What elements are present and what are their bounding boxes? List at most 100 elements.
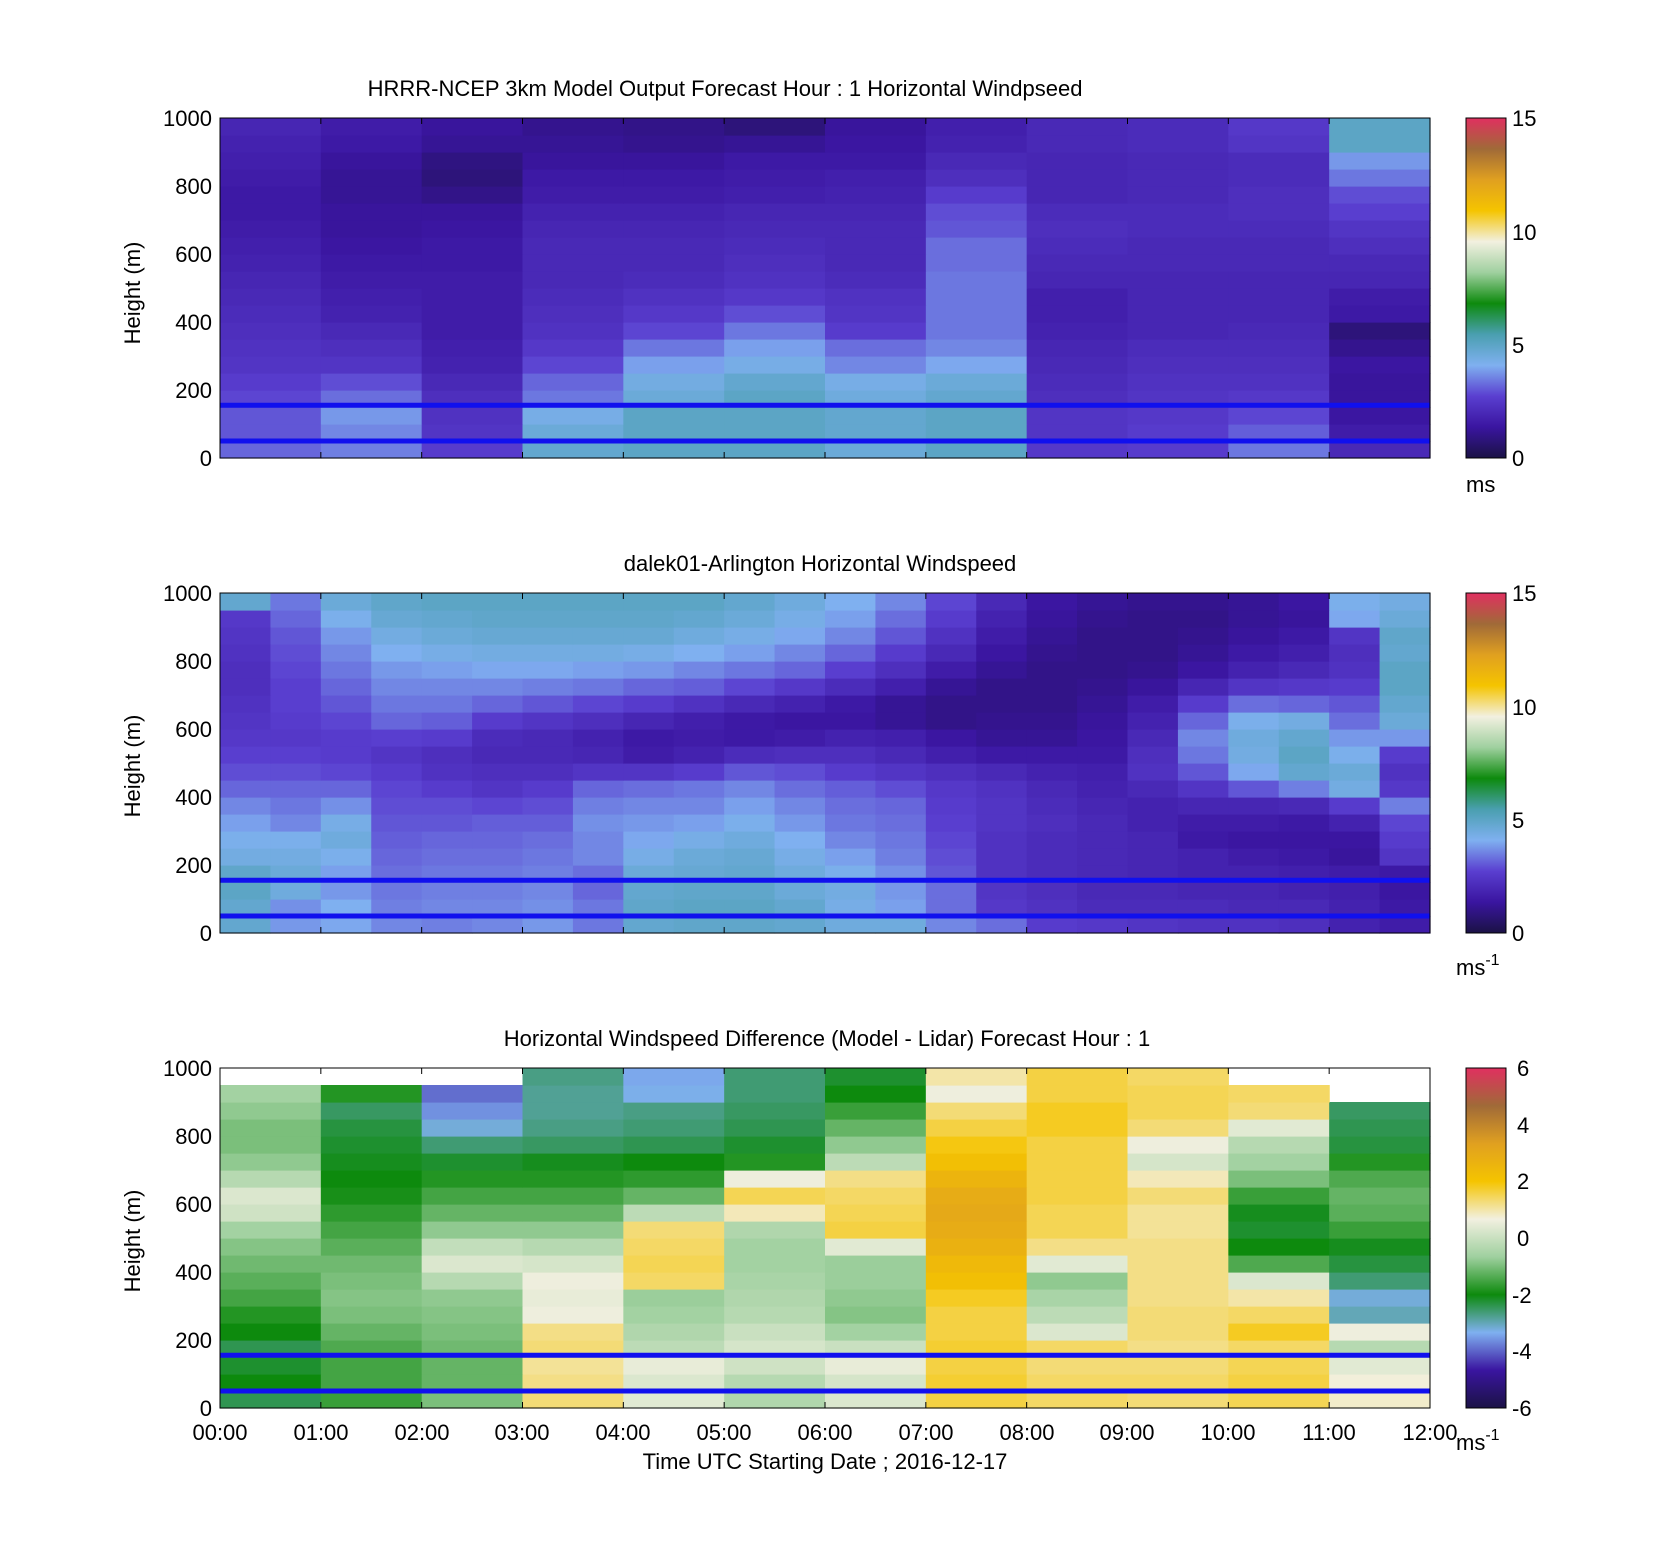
heatmap-cell — [421, 1374, 524, 1392]
heatmap-cell — [1228, 1357, 1330, 1375]
heatmap-cell — [1329, 186, 1431, 204]
y-tick-label: 400 — [175, 1260, 212, 1285]
heatmap-cell — [925, 882, 977, 900]
heatmap-cell — [1077, 916, 1129, 934]
heatmap-cell — [976, 661, 1028, 679]
heatmap-cell — [825, 1102, 927, 1120]
heatmap-cell — [1379, 814, 1431, 832]
x-tick-marks — [219, 593, 1431, 933]
heatmap-cell — [1329, 610, 1381, 628]
y-tick-label: 800 — [175, 649, 212, 674]
heatmap-cell — [976, 712, 1028, 730]
heatmap-cell — [220, 305, 322, 323]
heatmap-cell — [825, 356, 927, 374]
heatmap-cell — [925, 916, 977, 934]
heatmap-cell — [925, 848, 977, 866]
heatmap-cell — [1127, 814, 1179, 832]
heatmap-cell — [724, 305, 826, 323]
heatmap-cell — [623, 1255, 725, 1273]
x-tick-label: 01:00 — [293, 1420, 348, 1445]
heatmap-cell — [1127, 848, 1179, 866]
heatmap-cell — [522, 1272, 624, 1290]
heatmap-cell — [371, 916, 423, 934]
heatmap-cell — [220, 610, 272, 628]
heatmap-cell — [220, 1255, 322, 1273]
heatmap-cell — [875, 797, 927, 815]
colorbar-tick-label: 6 — [1517, 1056, 1529, 1081]
heatmap-cell — [522, 1102, 624, 1120]
heatmap-cell — [522, 237, 624, 255]
heatmap-cell — [724, 441, 826, 459]
heatmap-cell — [371, 610, 423, 628]
heatmap-cell — [1329, 848, 1381, 866]
heatmap-cell — [825, 322, 927, 340]
heatmap-cell — [320, 593, 372, 611]
heatmap-cell — [1127, 305, 1229, 323]
heatmap-cell — [472, 916, 524, 934]
heatmap-cell — [1329, 627, 1381, 645]
heatmap-cell — [1026, 1119, 1129, 1137]
y-axis-label: Height (m) — [120, 242, 145, 345]
heatmap-cell — [623, 729, 675, 747]
x-tick-label: 03:00 — [494, 1420, 549, 1445]
heatmap-cell — [825, 1153, 927, 1171]
heatmap-cell — [1026, 1153, 1129, 1171]
heatmap-cell — [1127, 1204, 1229, 1222]
heatmap-cell — [320, 1153, 423, 1171]
heatmap-cell — [320, 407, 423, 425]
heatmap-cell — [220, 1119, 322, 1137]
heatmap-cell — [623, 1102, 725, 1120]
heatmap-cell — [1127, 899, 1179, 917]
heatmap-cell — [1228, 1238, 1330, 1256]
heatmap-cell — [220, 322, 322, 340]
heatmap-cell — [1127, 254, 1229, 272]
heatmap-cell — [1026, 135, 1129, 153]
heatmap-cell — [724, 271, 826, 289]
heatmap-cell — [220, 627, 272, 645]
heatmap-cell — [1329, 169, 1431, 187]
heatmap-cell — [673, 746, 725, 764]
heatmap-cell — [1127, 169, 1229, 187]
heatmap-cell — [673, 593, 725, 611]
heatmap-cell — [1177, 814, 1229, 832]
heatmap-cell — [1026, 1085, 1129, 1103]
heatmap-cell — [1177, 848, 1229, 866]
heatmap-cell — [421, 1119, 524, 1137]
y-tick-label: 600 — [175, 1192, 212, 1217]
heatmap-cell — [825, 1238, 927, 1256]
heatmap-cell — [1026, 627, 1078, 645]
heatmap-cell — [825, 152, 927, 170]
heatmap-cell — [1228, 1323, 1330, 1341]
heatmap-cell — [825, 1068, 927, 1086]
heatmap-cell — [1228, 1374, 1330, 1392]
heatmap-cell — [572, 831, 624, 849]
heatmap-cell — [472, 610, 524, 628]
heatmap-cell — [1026, 322, 1129, 340]
heatmap-cell — [976, 729, 1028, 747]
heatmap-cell — [724, 407, 826, 425]
heatmap-cell — [724, 627, 776, 645]
heatmap-cell — [1127, 1187, 1229, 1205]
heatmap-cell — [220, 644, 272, 662]
heatmap-cell — [1026, 746, 1078, 764]
heatmap-cell — [1026, 407, 1129, 425]
heatmap-cell — [1177, 746, 1229, 764]
heatmap-cell — [320, 1255, 423, 1273]
heatmap-cell — [825, 441, 927, 459]
heatmap-cell — [1127, 1119, 1229, 1137]
colorbar-tick-label: 15 — [1512, 106, 1536, 131]
lidar-panel: dalek01-Arlington Horizontal Windspeed H… — [120, 551, 1536, 980]
heatmap-cell — [320, 441, 423, 459]
heatmap-cell — [1228, 322, 1330, 340]
heatmap-cell — [270, 729, 322, 747]
heatmap-cell — [1177, 661, 1229, 679]
heatmap-cell — [925, 1323, 1028, 1341]
heatmap-cell — [925, 1255, 1028, 1273]
heatmap-cell — [522, 661, 574, 679]
heatmap-cell — [774, 712, 826, 730]
heatmap-cell — [320, 1136, 423, 1154]
heatmap-cell — [925, 152, 1028, 170]
heatmap-cell — [825, 1221, 927, 1239]
heatmap-cell — [1026, 1272, 1129, 1290]
heatmap-cell — [774, 797, 826, 815]
